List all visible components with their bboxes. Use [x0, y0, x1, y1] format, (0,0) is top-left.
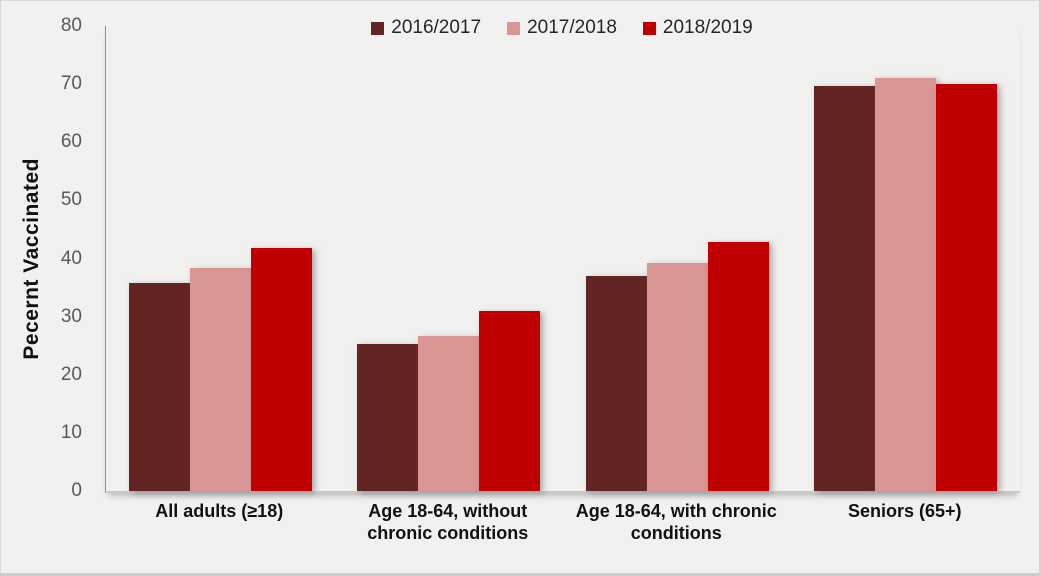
bar-2017-2018	[646, 262, 708, 491]
bar-2017-2018	[875, 78, 937, 491]
y-tick-label: 40	[60, 247, 82, 269]
bar-group	[792, 26, 1021, 491]
category-label: Age 18-64, with chronic conditions	[575, 501, 777, 543]
legend-swatch-icon	[371, 21, 385, 35]
y-tick-label: 0	[71, 480, 82, 501]
y-tick-label: 20	[60, 363, 82, 385]
bar-group	[335, 26, 564, 491]
bar-2016-2017	[814, 85, 876, 491]
legend-swatch-icon	[507, 21, 521, 35]
y-axis-tick-labels: 0 10 20 30 40 50 60 70 80	[1, 15, 96, 501]
legend-swatch-icon	[642, 21, 656, 35]
legend-label: 2018/2019	[662, 17, 753, 38]
bar-2018-2019	[707, 242, 769, 491]
bar-2017-2018	[189, 268, 251, 491]
bar-2016-2017	[128, 282, 190, 491]
legend: 2016/2017 2017/2018 2018/2019	[105, 17, 1019, 39]
legend-item: 2018/2019	[642, 17, 753, 39]
x-label-cell: All adults (≥18)	[105, 501, 334, 545]
bar-2016-2017	[357, 343, 419, 491]
legend-item: 2017/2018	[507, 17, 617, 39]
plot-area	[105, 26, 1020, 493]
legend-item: 2016/2017	[371, 17, 481, 39]
category-label: Seniors (65+)	[847, 501, 962, 521]
y-tick-label: 70	[60, 73, 82, 95]
category-label: Age 18-64, without chronic conditions	[367, 501, 529, 543]
y-tick-label: 60	[60, 131, 82, 153]
y-tick-label: 30	[60, 305, 82, 327]
x-label-cell: Seniors (65+)	[791, 501, 1020, 545]
category-label: All adults (≥18)	[155, 501, 284, 521]
bar-groups	[106, 26, 1020, 491]
x-axis-category-labels: All adults (≥18) Age 18-64, without chron…	[105, 501, 1019, 545]
x-label-cell: Age 18-64, without chronic conditions	[334, 501, 563, 545]
y-tick-label: 50	[60, 189, 82, 211]
bar-2018-2019	[936, 84, 998, 491]
bar-2018-2019	[250, 248, 312, 491]
bar-2017-2018	[418, 335, 480, 491]
bar-group	[563, 26, 792, 491]
bar-2016-2017	[585, 275, 647, 491]
y-tick-label: 80	[60, 15, 82, 36]
bar-2018-2019	[479, 311, 541, 491]
y-tick-label: 10	[60, 421, 82, 443]
legend-label: 2017/2018	[527, 17, 617, 38]
legend-label: 2016/2017	[391, 17, 482, 38]
x-label-cell: Age 18-64, with chronic conditions	[562, 501, 791, 545]
bar-group	[106, 26, 335, 491]
